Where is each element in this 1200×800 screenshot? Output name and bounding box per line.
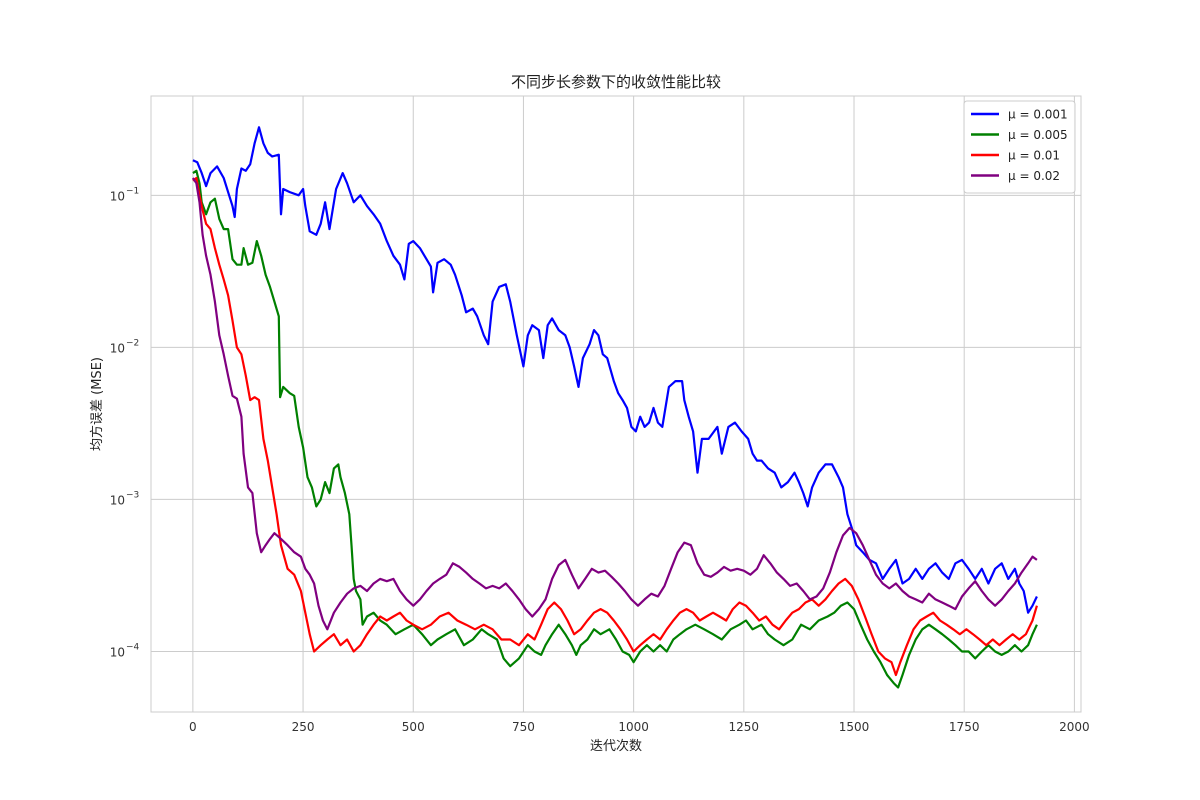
y-tick-exponent: −3 (126, 490, 139, 500)
chart-title: 不同步长参数下的收敛性能比较 (511, 73, 721, 91)
x-tick-label: 0 (189, 720, 197, 734)
series-line-2 (192, 169, 1038, 689)
x-tick-label: 1250 (729, 720, 760, 734)
series-line-3 (192, 176, 1038, 677)
y-axis-label: 均方误差 (MSE) (89, 357, 105, 451)
x-tick-label: 1750 (949, 720, 980, 734)
grid-lines (151, 96, 1081, 712)
y-tick-exponent: −4 (126, 642, 140, 652)
x-tick-label: 250 (292, 720, 315, 734)
legend: μ = 0.001 μ = 0.005 μ = 0.01 μ = 0.02 (963, 100, 1076, 194)
y-tick-label: 10 (110, 645, 125, 659)
y-tick-label: 10 (110, 493, 125, 507)
plot-area-frame (150, 95, 1082, 713)
legend-label: μ = 0.001 (1008, 108, 1068, 122)
x-tick-label: 500 (402, 720, 425, 734)
x-tick-label: 2000 (1059, 720, 1090, 734)
x-tick-label: 1500 (839, 720, 870, 734)
series-layer (191, 126, 1038, 689)
x-tick-label: 1000 (618, 720, 649, 734)
y-tick-label: 10 (110, 189, 125, 203)
y-tick-exponent: −2 (126, 338, 139, 348)
y-tick-labels: 10−410−310−210−1 (110, 186, 140, 659)
x-tick-labels: 0 250 500 750 1000 1250 1500 1750 2000 (189, 720, 1090, 734)
series-line-1 (192, 126, 1038, 614)
y-tick-label: 10 (110, 341, 125, 355)
legend-box (963, 100, 1076, 194)
series-line-4 (191, 177, 1038, 631)
legend-label: μ = 0.01 (1008, 149, 1060, 163)
legend-label: μ = 0.005 (1008, 128, 1068, 142)
x-tick-label: 750 (512, 720, 535, 734)
legend-label: μ = 0.02 (1008, 169, 1060, 183)
x-axis-label: 迭代次数 (590, 738, 642, 754)
y-tick-exponent: −1 (126, 186, 139, 196)
